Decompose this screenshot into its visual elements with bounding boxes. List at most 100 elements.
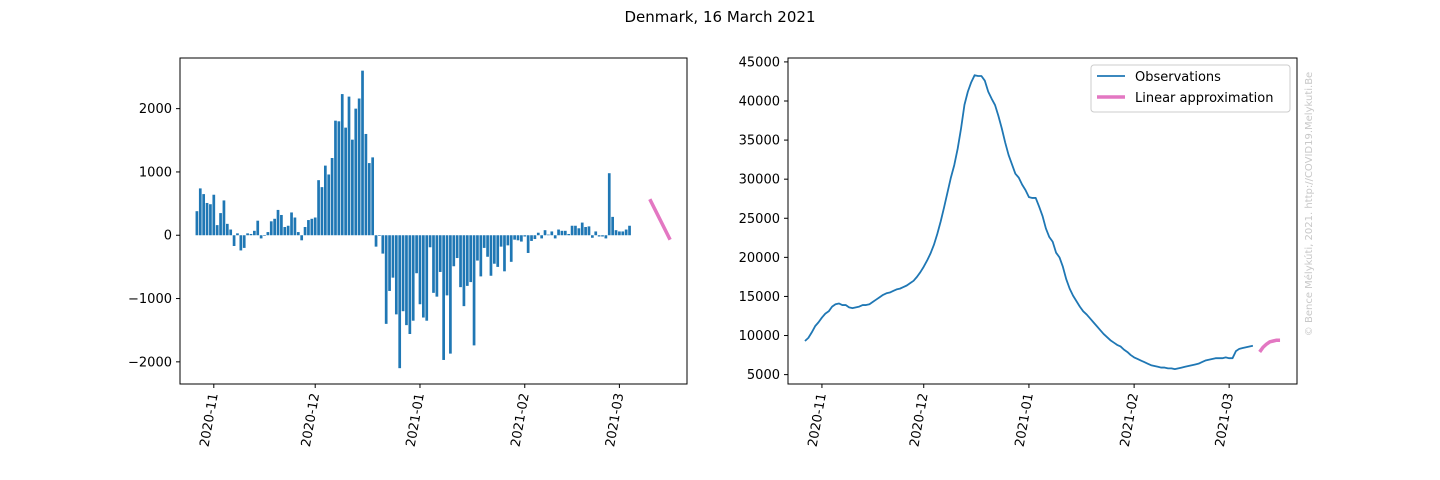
left-bars: [195, 70, 672, 369]
right-xtick-label: 2020-12: [907, 392, 931, 448]
daily-change-bar: [418, 235, 422, 305]
daily-change-bar: [587, 226, 591, 236]
daily-change-bar: [344, 127, 347, 236]
daily-change-bar: [557, 229, 560, 236]
daily-change-bar: [594, 231, 598, 236]
daily-change-bar: [455, 235, 459, 259]
right-series: [804, 74, 1281, 371]
daily-change-bar: [550, 231, 554, 236]
left-bar-chart: −2000 −1000 0 1000 2000 2020-11 2020-12 2021-01…: [128, 57, 688, 448]
right-xtick-label: 2021-03: [1213, 392, 1237, 448]
left-axes-frame: [179, 57, 688, 385]
daily-change-bar: [492, 235, 496, 264]
daily-change-bar: [246, 233, 249, 236]
daily-change-bar: [361, 70, 364, 236]
daily-change-bar: [442, 235, 445, 360]
daily-change-bar: [526, 235, 530, 253]
left-ytick-label: −2000: [128, 355, 172, 370]
left-ytick-label: 1000: [139, 165, 172, 180]
daily-change-bar: [415, 235, 418, 274]
daily-change-bar: [523, 235, 527, 237]
right-axes-frame: [787, 57, 1298, 385]
daily-change-bar: [283, 227, 287, 236]
daily-change-bar: [225, 223, 229, 236]
daily-change-bar: [459, 235, 462, 288]
daily-change-bar: [462, 235, 466, 307]
daily-change-bar: [601, 235, 604, 237]
daily-change-bar: [405, 235, 408, 326]
daily-change-bar: [222, 200, 226, 236]
daily-change-bar: [381, 235, 385, 254]
daily-change-bar: [425, 235, 429, 321]
right-line-chart: 5000 10000 15000 20000 25000 30000 35000 40000 4…: [739, 55, 1298, 448]
daily-change-bar: [543, 230, 547, 236]
daily-change-bar: [263, 235, 266, 236]
legend: Observations Linear approximation: [1090, 64, 1291, 113]
daily-change-bar: [364, 133, 368, 236]
daily-change-bar: [570, 225, 574, 236]
left-xtick-label: 2021-02: [508, 392, 532, 448]
daily-change-bar: [286, 225, 290, 236]
daily-change-bar: [215, 225, 219, 236]
legend-label-linear-approximation: Linear approximation: [1135, 91, 1273, 106]
daily-change-bar: [482, 235, 486, 248]
daily-change-bar: [327, 174, 331, 236]
daily-change-bar: [229, 229, 233, 236]
daily-change-bar: [624, 229, 628, 236]
daily-change-bar: [374, 235, 378, 247]
daily-change-bar: [574, 225, 577, 236]
daily-change-bar: [307, 220, 310, 236]
daily-change-bar: [597, 235, 601, 237]
right-ytick-label: 25000: [739, 212, 780, 227]
daily-change-bar: [584, 227, 587, 236]
observations-line: [804, 74, 1254, 371]
daily-change-bar: [388, 235, 391, 291]
daily-change-bar: [334, 120, 337, 236]
daily-change-bar: [520, 235, 523, 242]
left-xtick-label: 2021-03: [603, 392, 627, 448]
daily-change-bar: [516, 235, 520, 241]
daily-change-bar: [198, 188, 202, 236]
daily-change-bar: [293, 217, 297, 236]
daily-change-bar: [398, 235, 402, 369]
left-ytick-label: 2000: [139, 102, 172, 117]
daily-change-bar: [553, 235, 557, 239]
right-xtick-label: 2020-11: [806, 392, 830, 448]
daily-change-bar: [547, 234, 550, 236]
left-xtick-label: 2021-01: [404, 392, 428, 448]
left-axes-background: [180, 58, 687, 384]
daily-change-bar: [422, 235, 425, 318]
daily-change-bar: [611, 216, 614, 236]
daily-change-bar: [280, 214, 283, 236]
daily-change-bar: [212, 194, 216, 236]
daily-change-bar: [432, 235, 435, 293]
daily-change-bar: [290, 212, 293, 236]
daily-change-bar: [296, 232, 300, 236]
daily-change-bar: [242, 235, 246, 248]
daily-change-bar: [253, 230, 256, 236]
daily-change-bar: [591, 235, 594, 238]
daily-change-bar: [628, 225, 631, 236]
daily-change-bar: [411, 235, 415, 321]
daily-change-bar: [503, 235, 506, 272]
left-ytick-label: −1000: [128, 292, 172, 307]
daily-change-bar: [351, 139, 354, 236]
daily-change-bar: [371, 157, 375, 236]
daily-change-bar: [621, 231, 625, 236]
daily-change-bar: [276, 209, 280, 236]
right-ytick-label: 35000: [739, 134, 780, 149]
daily-change-bar: [499, 235, 503, 247]
daily-change-bar: [577, 228, 581, 236]
legend-box: [1090, 64, 1291, 113]
daily-change-bar: [330, 158, 334, 236]
right-ytick-label: 40000: [739, 94, 780, 109]
daily-change-bar: [513, 235, 516, 240]
daily-change-bar: [320, 187, 324, 236]
daily-change-bar: [563, 230, 567, 236]
daily-change-bar: [445, 235, 449, 296]
daily-change-bar: [567, 233, 571, 236]
daily-change-bar: [219, 213, 222, 236]
daily-change-bar: [560, 230, 564, 236]
daily-change-bar: [438, 235, 442, 272]
